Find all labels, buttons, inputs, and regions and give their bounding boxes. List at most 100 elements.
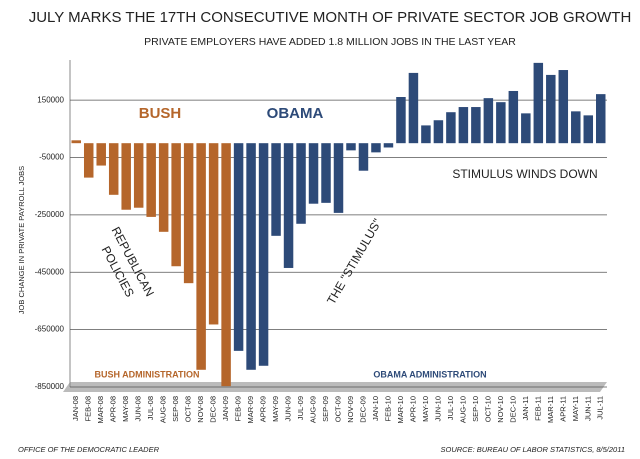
x-tick-label: MAR-10 — [396, 396, 405, 424]
x-tick-label: MAY-09 — [271, 396, 280, 422]
y-tick-label: -650000 — [35, 325, 65, 334]
plot: 150000 -50000 -250000 -450000 -650000 -850000… — [35, 60, 607, 424]
x-tick-label: APR-08 — [109, 396, 118, 422]
bar — [233, 143, 244, 351]
bar — [408, 72, 419, 144]
bar — [133, 143, 144, 208]
bar — [146, 143, 156, 217]
y-tick-label: -50000 — [39, 153, 64, 162]
x-tick-label: OCT-08 — [184, 396, 193, 422]
y-axis-label: JOB CHANGE IN PRIVATE PAYROLL JOBS — [17, 166, 26, 314]
bar — [158, 143, 169, 232]
x-tick-label: NOV-09 — [346, 396, 355, 423]
bar — [246, 143, 256, 370]
x-tick-label: JUN-09 — [284, 396, 293, 421]
footer: OFFICE OF THE DEMOCRATIC LEADER — [18, 445, 160, 454]
x-tick-label: JAN-09 — [221, 396, 230, 421]
bar — [308, 143, 319, 204]
x-tick-label: JAN-08 — [71, 396, 80, 421]
x-tick-label: OCT-09 — [333, 396, 342, 422]
bar — [546, 74, 556, 144]
x-tick-label: AUG-08 — [159, 396, 168, 423]
x-tick-label: SEP-08 — [171, 396, 180, 422]
x-tick-label: NOV-08 — [196, 396, 205, 423]
legend-entry: OBAMA — [267, 105, 324, 122]
y-tick-label: -250000 — [35, 210, 65, 219]
bar — [333, 143, 344, 213]
y-tick-label: -450000 — [35, 267, 65, 276]
bar — [571, 111, 581, 144]
chart-subtitle: PRIVATE EMPLOYERS HAVE ADDED 1.8 MILLION… — [144, 36, 516, 48]
legend-entry: BUSH — [139, 105, 182, 122]
bar — [358, 143, 369, 171]
x-tick-label: JUL-10 — [446, 396, 455, 420]
annotation: STIMULUS WINDS DOWN — [452, 167, 597, 181]
bar — [296, 143, 306, 224]
bar — [183, 143, 194, 284]
bar — [221, 143, 231, 387]
bar — [496, 102, 506, 144]
x-tick-label: JAN-11 — [521, 396, 530, 420]
x-tick-label: MAR-09 — [246, 396, 255, 424]
bar — [71, 140, 81, 144]
x-tick-label: JUL-09 — [296, 396, 305, 420]
x-tick-label: JUL-08 — [146, 396, 155, 420]
annotation: OBAMA ADMINISTRATION — [373, 369, 486, 379]
bar — [583, 115, 594, 144]
x-tick-label: DEC-10 — [508, 396, 517, 423]
bar — [346, 143, 356, 151]
x-tick-label: JUN-08 — [134, 396, 143, 421]
bar — [596, 94, 606, 144]
bar — [258, 143, 269, 366]
x-tick-label: DEC-09 — [358, 396, 367, 423]
bar — [108, 143, 119, 195]
y-tick-label: -850000 — [35, 382, 65, 391]
bar — [533, 62, 544, 144]
bar — [458, 107, 469, 144]
bar — [433, 120, 444, 144]
bar — [196, 143, 206, 370]
bar — [421, 125, 431, 144]
bar — [471, 107, 481, 144]
x-tick-label: FEB-10 — [383, 396, 392, 421]
x-tick-label: APR-11 — [558, 396, 567, 422]
x-tick-label: SEP-10 — [471, 396, 480, 422]
bar — [383, 143, 394, 148]
bar — [483, 98, 494, 144]
x-tick-label: JUN-11 — [583, 396, 592, 421]
bar — [446, 112, 456, 144]
x-tick-label: MAY-08 — [121, 396, 130, 422]
bar — [321, 143, 331, 203]
bar — [208, 143, 219, 325]
x-tick-label: AUG-10 — [458, 396, 467, 423]
bar — [508, 90, 519, 144]
bar — [83, 143, 94, 178]
bar — [371, 143, 381, 153]
x-tick-label: OCT-10 — [483, 396, 492, 422]
annotation: BUSH ADMINISTRATION — [95, 369, 200, 379]
x-tick-label: FEB-08 — [84, 396, 93, 421]
bar — [96, 143, 106, 166]
x-tick-label: JAN-10 — [371, 396, 380, 421]
bar — [396, 97, 406, 144]
x-tick-label: MAY-11 — [571, 396, 580, 421]
x-tick-label: NOV-10 — [496, 396, 505, 423]
x-tick-label: SEP-09 — [321, 396, 330, 422]
x-tick-label: APR-09 — [259, 396, 268, 422]
x-tick-label: JUL-11 — [596, 396, 605, 420]
x-tick-label: MAR-08 — [96, 396, 105, 424]
bar — [171, 143, 181, 267]
bar — [121, 143, 131, 210]
bar — [283, 143, 294, 268]
x-tick-label: APR-10 — [408, 396, 417, 422]
x-tick-label: FEB-09 — [234, 396, 243, 421]
x-tick-label: DEC-08 — [209, 396, 218, 423]
bar — [558, 70, 569, 144]
bar — [271, 143, 281, 236]
footer: SOURCE: BUREAU OF LABOR STATISTICS, 8/5/… — [441, 445, 626, 454]
bar — [521, 113, 531, 144]
y-tick-label: 150000 — [37, 95, 64, 104]
x-tick-label: AUG-09 — [309, 396, 318, 423]
chart-title: JULY MARKS THE 17TH CONSECUTIVE MONTH OF… — [29, 9, 632, 26]
